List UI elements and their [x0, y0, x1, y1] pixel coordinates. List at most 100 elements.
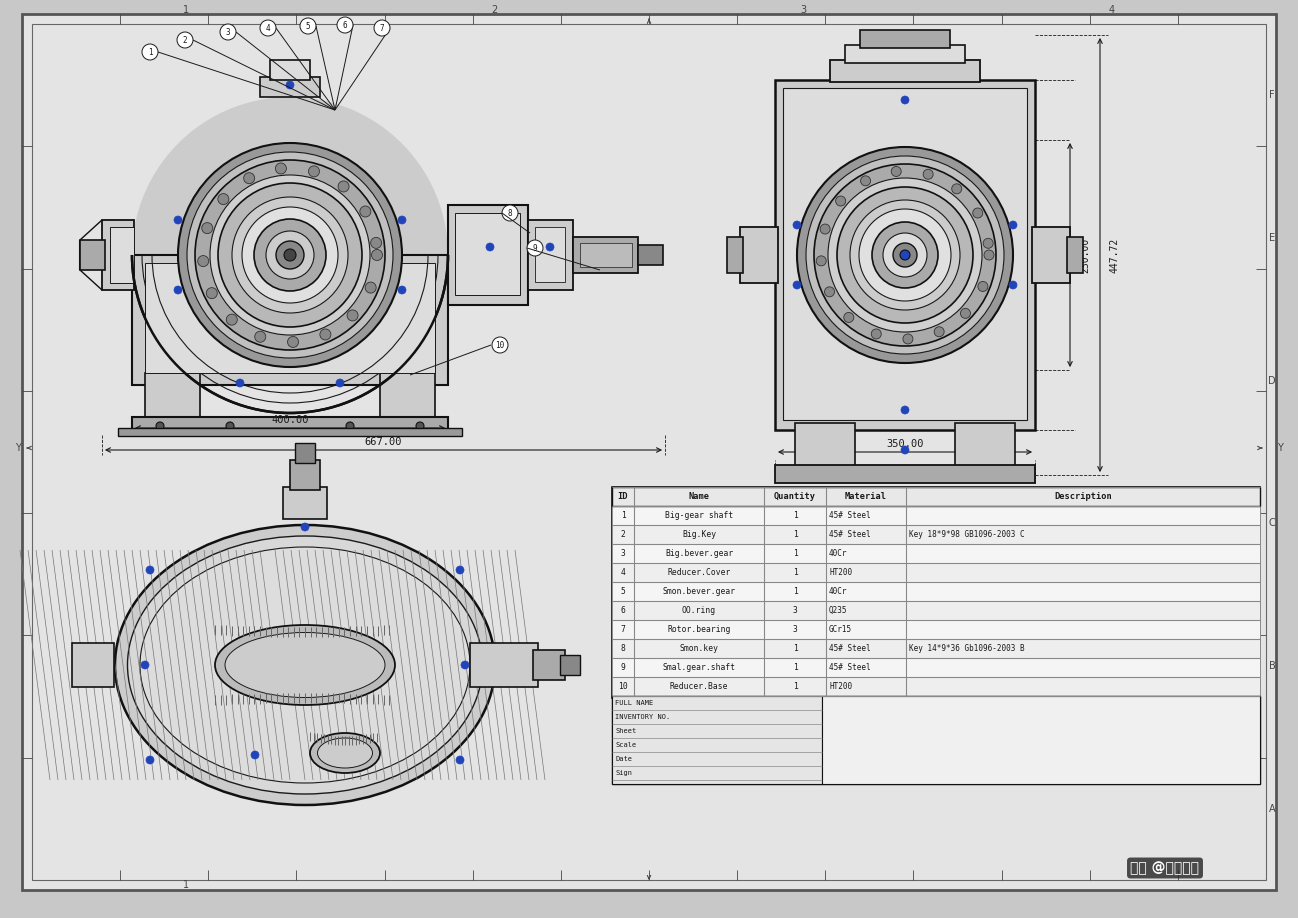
- Text: 9: 9: [620, 663, 626, 672]
- Circle shape: [286, 81, 295, 89]
- Circle shape: [456, 756, 463, 764]
- Text: 5: 5: [306, 21, 310, 30]
- Text: F: F: [1269, 90, 1275, 100]
- Bar: [611, 639, 1260, 658]
- Circle shape: [251, 751, 260, 759]
- Text: 1: 1: [793, 511, 797, 520]
- Text: 1: 1: [793, 644, 797, 653]
- Circle shape: [301, 523, 309, 531]
- Text: 2: 2: [183, 36, 187, 44]
- Circle shape: [218, 183, 362, 327]
- Circle shape: [276, 241, 304, 269]
- Circle shape: [219, 24, 236, 40]
- Bar: [448, 205, 528, 305]
- Text: 10: 10: [618, 682, 628, 691]
- Text: 667.00: 667.00: [365, 437, 402, 447]
- Circle shape: [527, 240, 543, 256]
- Circle shape: [337, 17, 353, 33]
- Text: 350.00: 350.00: [887, 439, 924, 449]
- Bar: [611, 696, 1260, 784]
- Bar: [611, 487, 1260, 506]
- Text: 3: 3: [793, 606, 797, 615]
- Bar: [132, 417, 448, 435]
- Circle shape: [824, 286, 835, 297]
- Text: E: E: [1269, 233, 1275, 243]
- Circle shape: [241, 207, 337, 303]
- Bar: [528, 220, 572, 290]
- Bar: [611, 506, 1260, 525]
- Circle shape: [485, 243, 495, 251]
- Circle shape: [337, 181, 349, 192]
- Text: Date: Date: [615, 756, 632, 762]
- Circle shape: [210, 175, 370, 335]
- Text: 40Cr: 40Cr: [829, 549, 848, 558]
- Bar: [145, 373, 200, 423]
- Circle shape: [232, 197, 348, 313]
- Circle shape: [254, 331, 266, 342]
- Circle shape: [901, 446, 909, 454]
- Circle shape: [977, 282, 988, 292]
- Circle shape: [371, 238, 382, 249]
- Text: 40Cr: 40Cr: [829, 587, 848, 596]
- Text: Y: Y: [1277, 443, 1282, 453]
- Circle shape: [187, 152, 393, 358]
- Circle shape: [935, 327, 944, 337]
- Circle shape: [319, 329, 331, 340]
- Bar: [740, 227, 778, 283]
- Ellipse shape: [318, 738, 373, 768]
- Circle shape: [844, 312, 854, 322]
- Circle shape: [883, 233, 927, 277]
- Bar: [611, 601, 1260, 620]
- Circle shape: [226, 422, 234, 430]
- Circle shape: [546, 243, 554, 251]
- Bar: [611, 677, 1260, 696]
- Circle shape: [178, 143, 402, 367]
- Bar: [955, 423, 1015, 473]
- Bar: [611, 582, 1260, 601]
- Ellipse shape: [127, 536, 483, 794]
- Circle shape: [141, 661, 149, 669]
- Circle shape: [309, 166, 319, 177]
- Text: Key 14*9*36 Gb1096-2003 B: Key 14*9*36 Gb1096-2003 B: [909, 644, 1024, 653]
- Circle shape: [145, 756, 154, 764]
- Circle shape: [226, 314, 238, 325]
- Text: 2: 2: [492, 5, 498, 15]
- Ellipse shape: [225, 633, 386, 698]
- Circle shape: [360, 206, 371, 217]
- Bar: [559, 655, 580, 675]
- Text: 9: 9: [532, 243, 537, 252]
- Circle shape: [892, 166, 901, 176]
- Bar: [533, 650, 565, 680]
- Text: 447.72: 447.72: [1108, 238, 1119, 273]
- Circle shape: [336, 379, 344, 387]
- Text: Sign: Sign: [615, 770, 632, 776]
- Circle shape: [814, 164, 996, 346]
- Text: 3: 3: [226, 28, 230, 37]
- Circle shape: [365, 282, 376, 293]
- Circle shape: [859, 209, 951, 301]
- Text: Reducer.Cover: Reducer.Cover: [667, 568, 731, 577]
- Text: ID: ID: [618, 492, 628, 501]
- Text: 45# Steel: 45# Steel: [829, 511, 871, 520]
- Text: 4: 4: [1108, 5, 1115, 15]
- Text: C: C: [1268, 519, 1276, 529]
- Text: 1: 1: [793, 549, 797, 558]
- Text: 45# Steel: 45# Steel: [829, 530, 871, 539]
- Text: Smon.key: Smon.key: [679, 644, 719, 653]
- Circle shape: [901, 96, 909, 104]
- Text: Big-gear shaft: Big-gear shaft: [665, 511, 733, 520]
- Text: FULL NAME: FULL NAME: [615, 700, 653, 706]
- Text: 7: 7: [620, 625, 626, 634]
- Circle shape: [374, 20, 389, 36]
- Text: 1: 1: [183, 880, 190, 890]
- Text: 6: 6: [620, 606, 626, 615]
- Circle shape: [254, 219, 326, 291]
- Text: 1: 1: [793, 587, 797, 596]
- Text: Scale: Scale: [615, 742, 636, 748]
- Bar: [611, 658, 1260, 677]
- Circle shape: [300, 18, 315, 34]
- Text: 230.00: 230.00: [1080, 238, 1090, 273]
- Bar: [71, 643, 114, 687]
- Text: 8: 8: [508, 208, 513, 218]
- Text: HT200: HT200: [829, 682, 851, 691]
